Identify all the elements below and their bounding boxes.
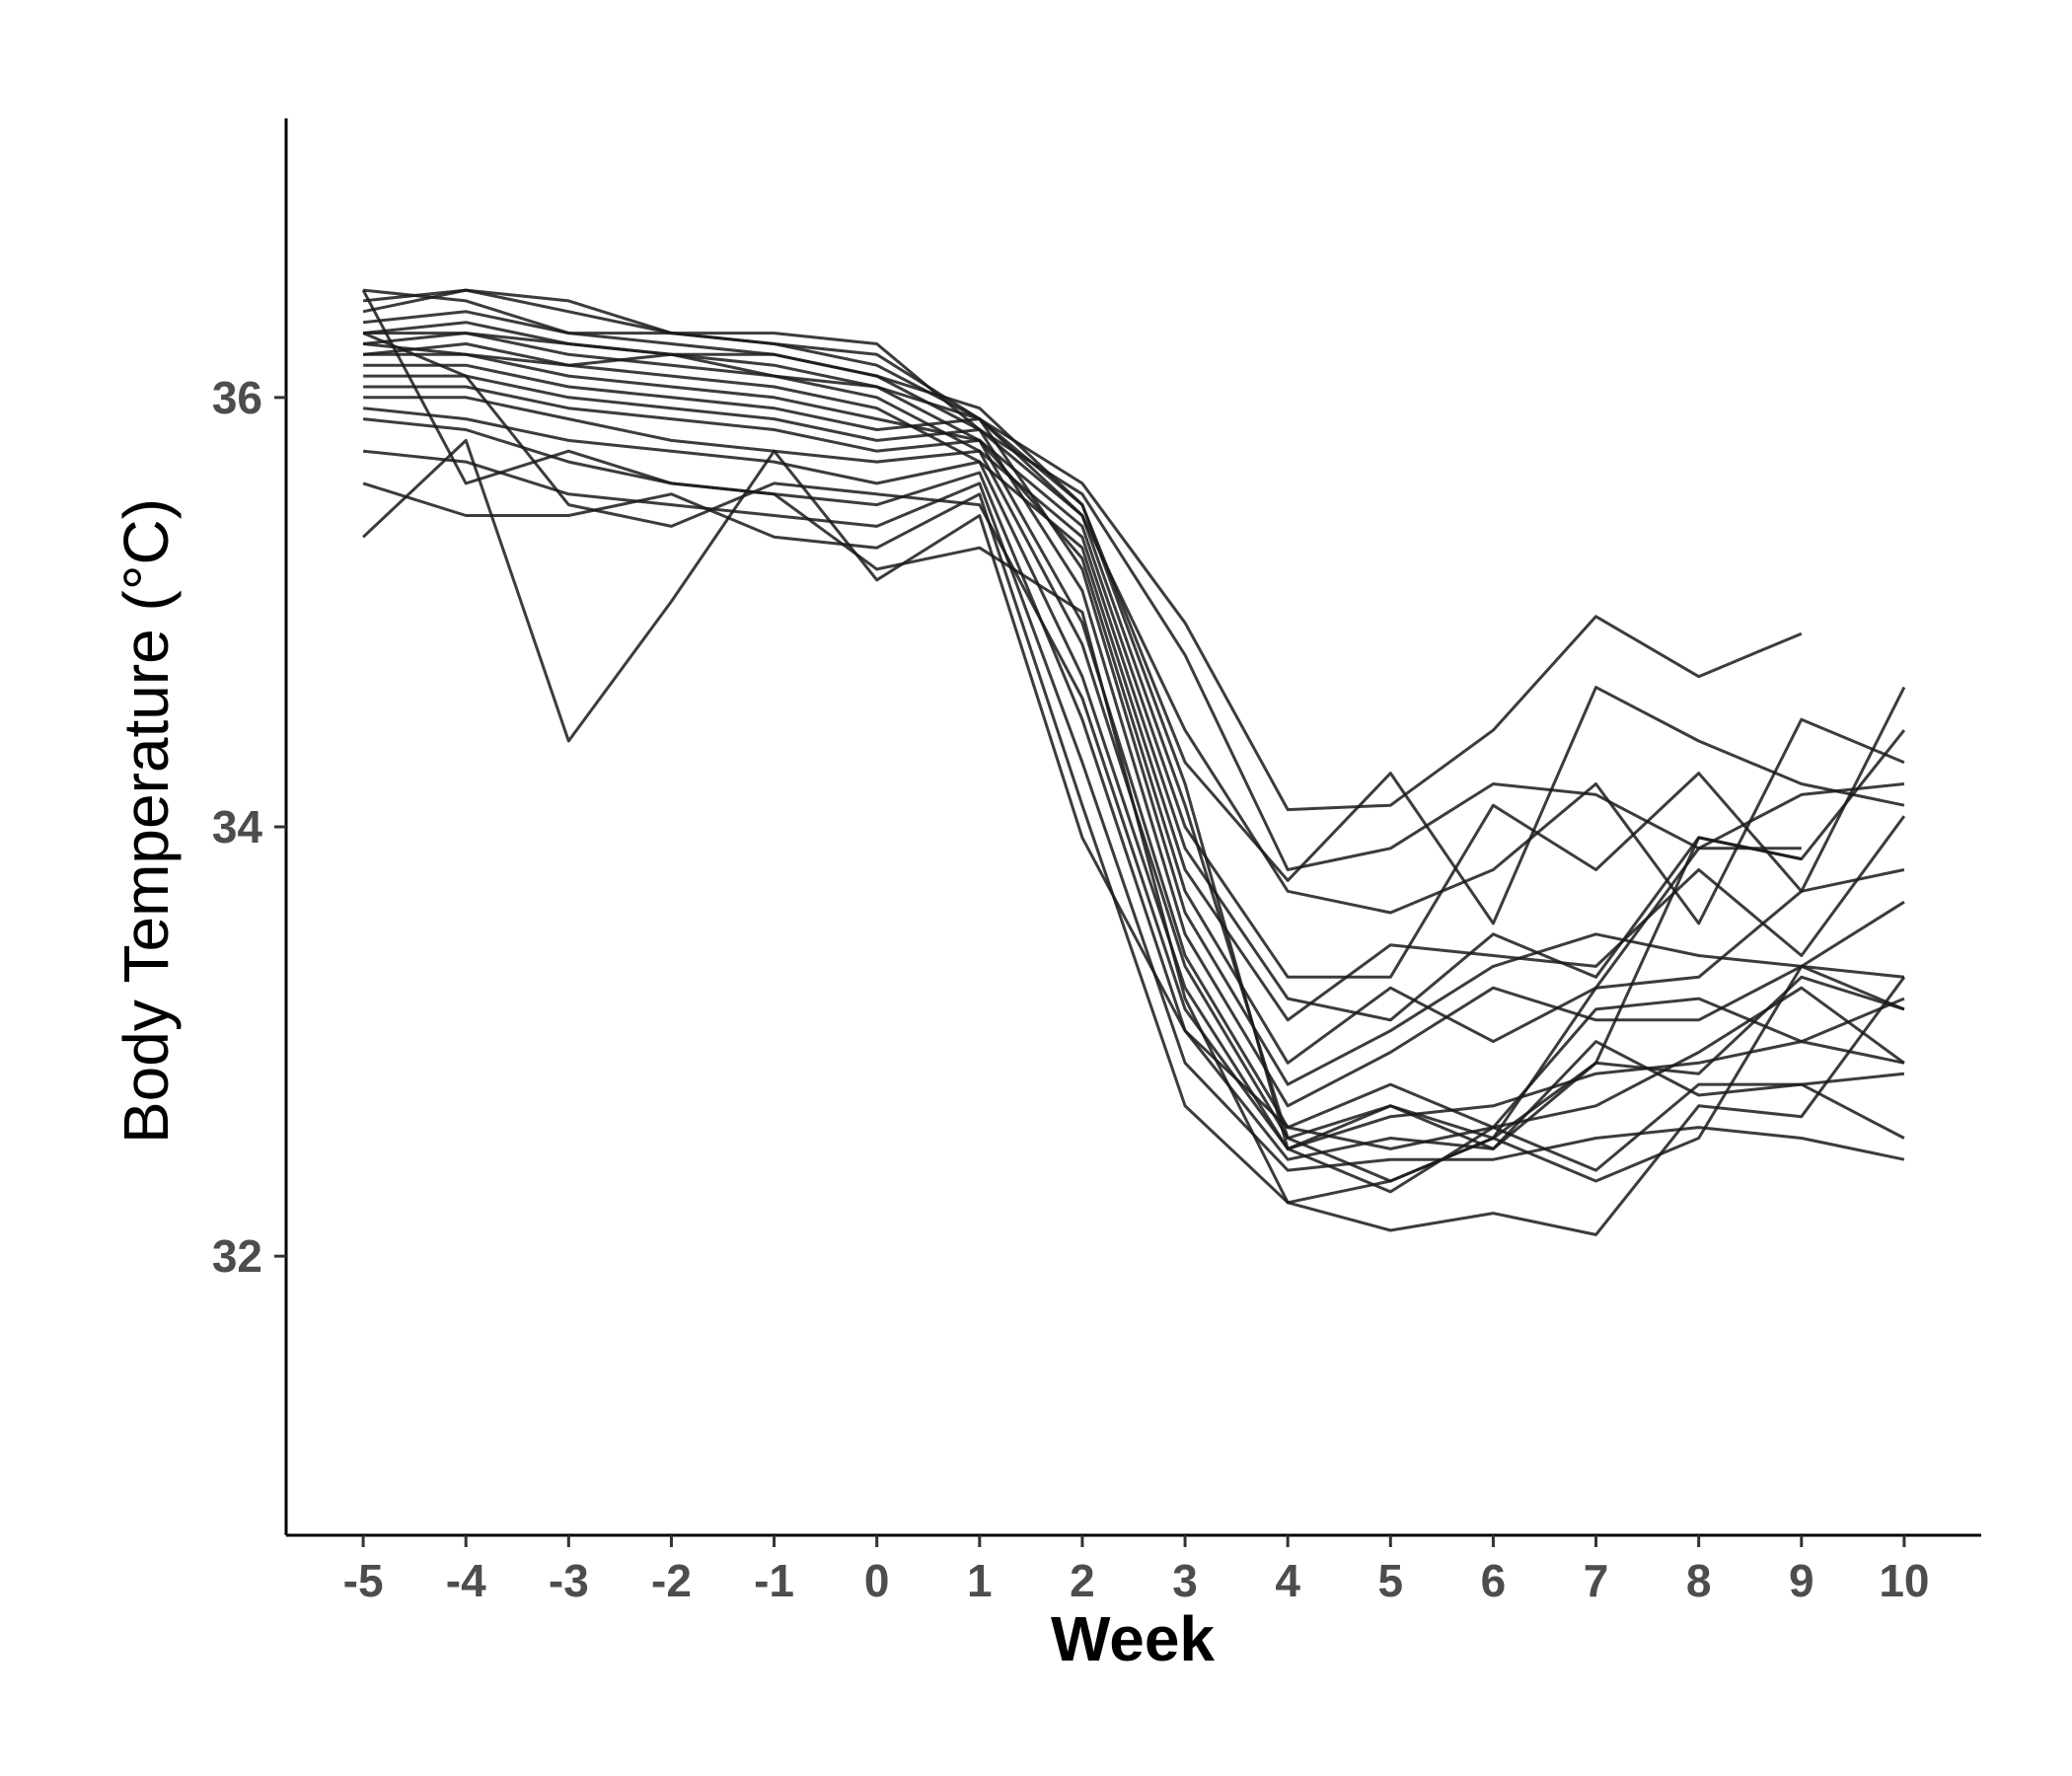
x-tick-label: 5: [1378, 1555, 1404, 1606]
series-line-11: [363, 385, 1905, 1130]
series-line-13: [362, 407, 1905, 1150]
axis-layer: [284, 118, 1981, 1537]
x-tick-label: 10: [1879, 1555, 1929, 1606]
series-line-8: [363, 352, 1905, 1065]
x-tick-label: -3: [549, 1555, 589, 1606]
y-axis-title: Body Temperature (°C): [111, 498, 182, 1144]
series-line-1: [362, 288, 1803, 812]
x-tick-label: 2: [1070, 1555, 1095, 1606]
y-tick-label: 34: [212, 801, 263, 852]
series-line-7: [362, 342, 1906, 1022]
series-line-18: [361, 289, 1906, 1236]
x-tick-label: 9: [1789, 1555, 1814, 1606]
series-line-10: [363, 374, 1905, 1108]
series-line-2: [362, 288, 1905, 871]
x-tick-label: 8: [1686, 1555, 1712, 1606]
series-layer: [361, 288, 1906, 1236]
x-tick-label: 3: [1172, 1555, 1198, 1606]
series-line-4: [362, 310, 1905, 925]
x-tick-label: -4: [446, 1555, 486, 1606]
x-tick-label: -1: [754, 1555, 794, 1606]
x-tick-label: -5: [343, 1555, 384, 1606]
series-line-3: [362, 288, 1905, 925]
series-line-12: [363, 396, 1905, 1140]
series-line-14: [362, 417, 1905, 1161]
x-axis-title: Week: [1051, 1603, 1215, 1674]
series-line-20: [362, 342, 1802, 1183]
y-tick-label: 36: [212, 372, 262, 423]
x-tick-label: 1: [967, 1555, 993, 1606]
x-tick-label: 0: [864, 1555, 890, 1606]
series-line-21: [363, 332, 1803, 1150]
series-line-15: [362, 449, 1905, 1172]
x-tick-label: 4: [1275, 1555, 1300, 1606]
series-line-17: [362, 438, 1905, 1172]
x-tick-label: 7: [1584, 1555, 1609, 1606]
x-tick-label: -2: [651, 1555, 692, 1606]
x-tick-label: 6: [1481, 1555, 1507, 1606]
series-line-16: [362, 481, 1905, 1205]
y-tick-label: 32: [212, 1230, 262, 1282]
series-line-9: [363, 363, 1905, 1086]
series-line-19: [362, 332, 1905, 1194]
